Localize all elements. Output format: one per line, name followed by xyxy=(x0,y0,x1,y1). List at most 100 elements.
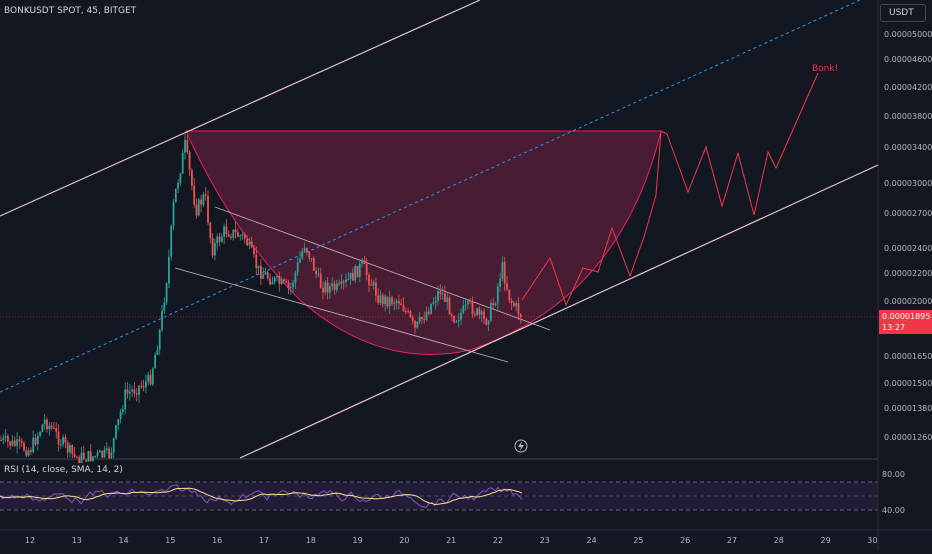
candle-body xyxy=(89,450,92,462)
candle-body xyxy=(471,300,474,315)
rsi-band xyxy=(0,482,878,510)
candle-body xyxy=(227,234,230,237)
candle-body xyxy=(414,320,416,328)
date-tick-label: 19 xyxy=(353,536,363,545)
rsi-level-80: 80.00 xyxy=(882,470,905,479)
candle-body xyxy=(20,441,23,443)
date-tick-label: 18 xyxy=(306,536,316,545)
candle-body xyxy=(490,302,492,321)
candle-body xyxy=(496,286,499,304)
channel-upper-line[interactable] xyxy=(0,0,481,217)
candle-body xyxy=(156,349,159,355)
symbol-header[interactable]: BONKUSDT SPOT, 45, BITGET xyxy=(4,6,137,16)
candle-body xyxy=(312,258,315,271)
candle-body xyxy=(62,437,64,445)
candle-body xyxy=(48,425,51,430)
candle-body xyxy=(9,441,12,446)
candle-body xyxy=(409,311,412,318)
candle-body xyxy=(361,259,363,264)
currency-button[interactable]: USDT xyxy=(880,4,926,22)
wedge-lower-line[interactable] xyxy=(174,267,509,363)
candle-body xyxy=(285,281,288,283)
price-tick-label: 0.00003400000 xyxy=(884,143,932,152)
candle-body xyxy=(41,424,44,432)
candle-body xyxy=(370,284,373,286)
candle-body xyxy=(71,445,74,454)
candle-body xyxy=(18,439,21,442)
time-axis[interactable]: 12 13 14 15 16 17 18 19 20 21 22 23 24 25 26 27 28 29 30 xyxy=(25,536,878,545)
candle-body xyxy=(347,279,350,281)
candle-body xyxy=(55,428,58,432)
candle-body xyxy=(234,229,237,233)
bonk-annotation: Bonk! xyxy=(812,64,838,74)
candle-body xyxy=(354,265,357,281)
candle-body xyxy=(64,437,67,443)
candle-body xyxy=(329,286,331,293)
candle-body xyxy=(434,300,437,303)
candle-body xyxy=(124,389,127,410)
price-axis[interactable]: 0.00005000000 0.00004600000 0.00004200000 0… xyxy=(884,30,932,442)
wedge-upper-line[interactable] xyxy=(214,206,551,331)
candle-body xyxy=(99,450,101,453)
candle-body xyxy=(46,419,48,430)
candle-body xyxy=(483,311,485,319)
candle-body xyxy=(16,439,18,446)
price-tick-label: 0.00001260000 xyxy=(884,433,932,442)
price-tick-label: 0.00002400000 xyxy=(884,244,932,253)
candle-body xyxy=(161,310,163,330)
candle-body xyxy=(147,374,150,382)
candle-body xyxy=(404,311,407,313)
channel-midline[interactable] xyxy=(0,0,861,393)
candle-body xyxy=(23,442,25,451)
candle-body xyxy=(469,300,472,302)
rsi-legend[interactable]: RSI (14, close, SMA, 14, 2) xyxy=(4,465,123,475)
price-tick-label: 0.00001650000 xyxy=(884,352,932,361)
candle-body xyxy=(11,440,14,446)
candle-body xyxy=(331,283,334,287)
candle-body xyxy=(177,182,179,189)
candle-body xyxy=(437,291,439,301)
date-tick-label: 22 xyxy=(493,536,503,545)
projection-path[interactable] xyxy=(521,72,819,307)
candle-body xyxy=(69,445,71,453)
candle-body xyxy=(73,453,76,457)
price-tick-label: 0.00002200000 xyxy=(884,269,932,278)
candle-body xyxy=(0,440,2,441)
candle-body xyxy=(223,226,225,237)
candle-body xyxy=(186,139,189,152)
candle-body xyxy=(216,236,219,244)
candle-body xyxy=(163,302,166,311)
lightning-icon[interactable] xyxy=(514,439,528,453)
candle-body xyxy=(239,235,242,237)
candle-body xyxy=(195,204,198,216)
candle-body xyxy=(218,236,221,242)
candle-body xyxy=(519,314,522,318)
candle-body xyxy=(179,173,182,183)
cup-pattern[interactable] xyxy=(185,130,662,355)
candles xyxy=(0,133,522,464)
candle-body xyxy=(411,317,414,321)
candle-body xyxy=(444,293,446,303)
candle-body xyxy=(140,385,143,387)
candle-body xyxy=(510,300,513,304)
candle-body xyxy=(448,297,451,315)
candle-body xyxy=(273,277,276,282)
candle-body xyxy=(501,262,504,279)
candle-body xyxy=(287,282,290,288)
candle-body xyxy=(36,435,39,445)
candle-body xyxy=(294,272,297,283)
candle-body xyxy=(188,151,191,171)
candle-body xyxy=(66,442,69,453)
candle-body xyxy=(25,450,28,456)
candle-body xyxy=(303,248,306,252)
candle-body xyxy=(128,391,131,394)
candle-body xyxy=(154,354,156,369)
candle-body xyxy=(262,274,265,279)
candle-body xyxy=(485,318,488,325)
price-tick-label: 0.00004200000 xyxy=(884,83,932,92)
candle-body xyxy=(425,311,428,321)
channel-lower-line[interactable] xyxy=(239,164,879,459)
candle-body xyxy=(460,312,462,320)
candle-body xyxy=(335,283,338,290)
